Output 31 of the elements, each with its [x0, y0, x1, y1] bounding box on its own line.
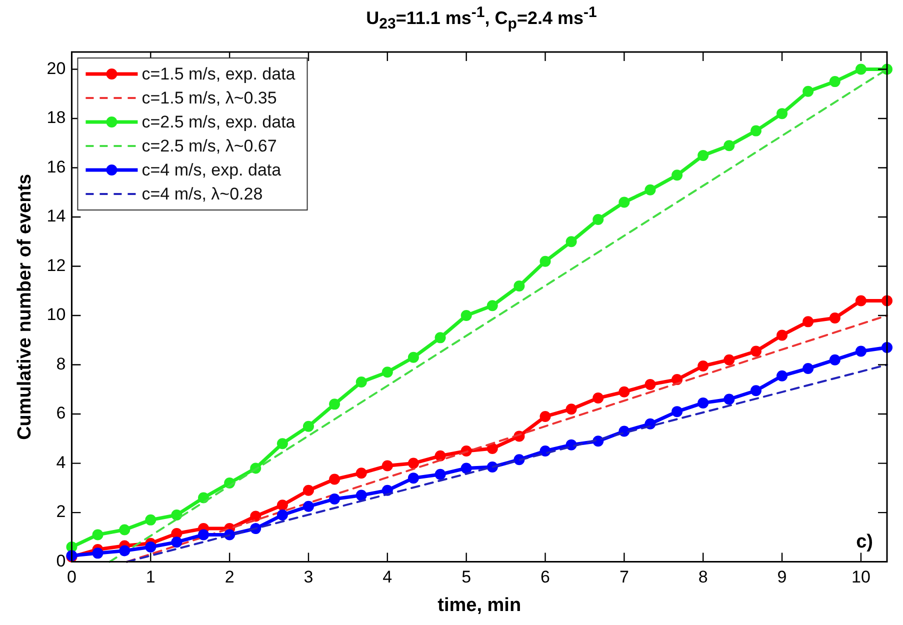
x-tick-label: 1 [146, 568, 156, 587]
x-tick-label: 8 [698, 568, 708, 587]
x-tick-label: 10 [851, 568, 870, 587]
legend-label: c=1.5 m/s, exp. data [142, 64, 296, 84]
y-tick-label: 4 [56, 452, 66, 472]
x-tick-label: 2 [224, 568, 234, 587]
y-tick-label: 20 [46, 58, 66, 78]
y-tick-label: 14 [46, 206, 66, 226]
chart-title: U$_{23}$=11.1 ms$^{-1}$, C$_{p}$=2.4 ms$^{-1}$ [365, 4, 598, 33]
legend-label: c=4 m/s, λ~0.28 [142, 184, 263, 204]
x-tick-label: 4 [382, 568, 392, 587]
x-axis-title: time, min [438, 594, 522, 616]
annotation: c) [856, 532, 873, 553]
y-tick-label: 12 [46, 256, 66, 275]
x-tick-label: 3 [304, 568, 314, 587]
y-tick-label: 2 [56, 502, 66, 522]
legend-label: c=2.5 m/s, λ~0.67 [142, 136, 277, 156]
x-tick-label: 6 [540, 568, 550, 587]
legend-label: c=2.5 m/s, exp. data [142, 112, 296, 132]
y-tick-label: 10 [46, 305, 66, 324]
x-tick-label: 5 [462, 568, 472, 587]
legend-label: c=4 m/s, exp. data [142, 160, 282, 180]
y-tick-label: 18 [46, 108, 66, 128]
x-tick-label: 7 [619, 568, 629, 587]
y-tick-label: 0 [56, 551, 66, 570]
x-tick-label: 9 [777, 568, 787, 587]
y-tick-label: 6 [56, 404, 66, 423]
legend-label: c=1.5 m/s, λ~0.35 [142, 88, 277, 108]
y-axis-title: Cumulative number of events [14, 174, 36, 440]
y-tick-label: 16 [46, 157, 66, 176]
y-tick-label: 8 [56, 354, 66, 374]
